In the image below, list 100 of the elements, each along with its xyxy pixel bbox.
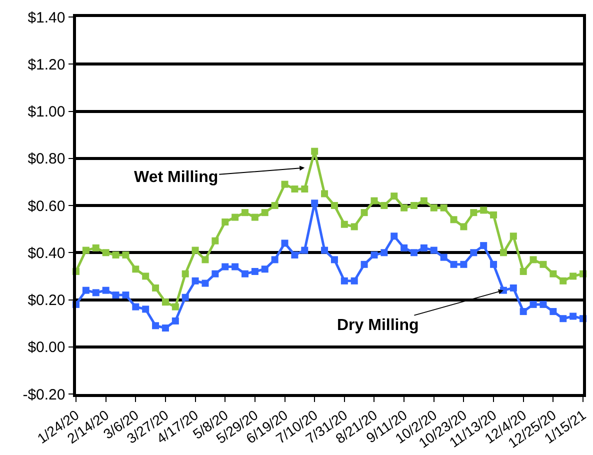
point (122, 251, 130, 258)
point (450, 260, 458, 268)
point (370, 251, 378, 258)
point (321, 190, 328, 198)
point (480, 242, 488, 250)
point (222, 218, 229, 226)
y-tick-label: $0.00 (28, 339, 66, 356)
point (510, 232, 517, 240)
point (330, 256, 338, 264)
y-tick-label: $0.40 (28, 244, 66, 262)
point (400, 244, 408, 252)
point (192, 277, 199, 284)
point (400, 204, 408, 212)
point (540, 260, 547, 268)
point (212, 237, 219, 244)
point (490, 260, 498, 268)
y-tick-label: -$0.20 (22, 386, 66, 404)
point (182, 270, 189, 278)
point (301, 186, 308, 193)
point (242, 270, 248, 278)
point (122, 292, 130, 299)
point (281, 240, 288, 247)
point (390, 192, 398, 200)
point (132, 303, 140, 310)
point (321, 246, 328, 254)
point (92, 289, 100, 296)
point (530, 300, 537, 308)
y-tick-label: $0.60 (28, 198, 66, 215)
point (232, 214, 239, 221)
point (261, 266, 268, 273)
annotation: Dry Milling (337, 317, 419, 334)
point (520, 268, 527, 275)
point (550, 270, 557, 278)
point (360, 260, 368, 268)
point (271, 202, 278, 209)
point (232, 263, 239, 270)
point (251, 268, 258, 275)
y-tick-label: $1.40 (28, 9, 66, 26)
point (162, 324, 169, 332)
point (102, 286, 110, 294)
point (112, 292, 120, 299)
point (132, 266, 140, 273)
point (291, 186, 298, 193)
point (520, 308, 527, 316)
point (182, 294, 189, 301)
point (192, 246, 199, 254)
point (172, 317, 179, 324)
point (460, 223, 468, 230)
point (152, 284, 160, 292)
point (92, 244, 100, 252)
point (82, 246, 90, 254)
point (212, 270, 219, 278)
point (350, 223, 358, 230)
point (251, 214, 258, 221)
point (330, 202, 338, 209)
point (410, 202, 418, 209)
point (102, 249, 110, 256)
point (490, 211, 498, 218)
point (162, 298, 169, 306)
point (380, 249, 388, 256)
point (440, 204, 448, 212)
point (420, 197, 428, 204)
y-tick-label: $0.20 (28, 292, 66, 309)
point (390, 232, 398, 240)
point (271, 256, 278, 264)
point (470, 209, 478, 216)
point (540, 300, 547, 308)
y-tick-label: $1.00 (28, 104, 66, 120)
point (202, 256, 209, 264)
point (261, 209, 268, 216)
point (370, 197, 378, 204)
point (350, 277, 358, 284)
point (410, 249, 418, 256)
point (202, 280, 209, 287)
point (291, 251, 298, 258)
point (470, 249, 478, 256)
point (360, 209, 368, 216)
point (560, 277, 567, 284)
point (242, 209, 248, 216)
point (311, 148, 318, 155)
point (172, 303, 179, 310)
point (380, 202, 388, 209)
point (430, 204, 438, 212)
y-tick-label: $1.20 (28, 56, 66, 74)
point (142, 272, 150, 280)
annotation: Wet Milling (134, 169, 218, 186)
point (460, 260, 468, 268)
point (311, 200, 318, 207)
point (112, 251, 120, 258)
point (450, 216, 458, 224)
point (510, 284, 517, 292)
point (440, 254, 448, 261)
point (82, 286, 90, 294)
point (570, 272, 577, 280)
point (340, 277, 348, 284)
point (480, 206, 488, 214)
point (281, 180, 288, 188)
point (142, 306, 150, 313)
point (560, 315, 567, 322)
point (340, 220, 348, 228)
